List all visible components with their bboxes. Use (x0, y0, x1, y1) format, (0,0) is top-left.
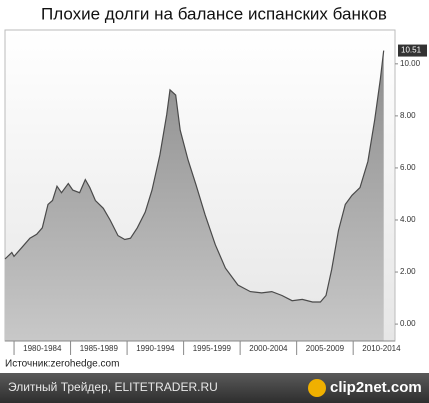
logo-icon (308, 379, 326, 397)
y-tick-label: 6.00 (400, 163, 416, 172)
last-value-label: 10.51 (401, 46, 422, 55)
footer-bar (0, 373, 429, 403)
y-tick-label: 4.00 (400, 215, 416, 224)
footer-credit: Элитный Трейдер, ELITETRADER.RU (8, 380, 218, 394)
y-tick-label: 8.00 (400, 111, 416, 120)
source: Источник:zerohedge.com (5, 359, 119, 370)
x-tick-label: 2010-2014 (362, 344, 401, 353)
y-tick-label: 10.00 (400, 59, 421, 68)
area-fill (5, 50, 384, 341)
y-tick-label: 2.00 (400, 267, 416, 276)
last-value-box (398, 44, 427, 57)
x-tick-label: 2000-2004 (249, 344, 288, 353)
footer-logo[interactable]: clip2net.com (330, 379, 422, 396)
x-tick-label: 1990-1994 (136, 344, 175, 353)
x-tick-label: 1985-1989 (80, 344, 119, 353)
y-tick-label: 0.00 (400, 319, 416, 328)
area-line (4, 50, 385, 303)
x-tick-label: 1995-1999 (193, 344, 232, 353)
x-tick-label: 2005-2009 (306, 344, 345, 353)
x-tick-label: 1980-1984 (23, 344, 62, 353)
chart-title: Плохие долги на балансе испанских банков (41, 4, 387, 23)
